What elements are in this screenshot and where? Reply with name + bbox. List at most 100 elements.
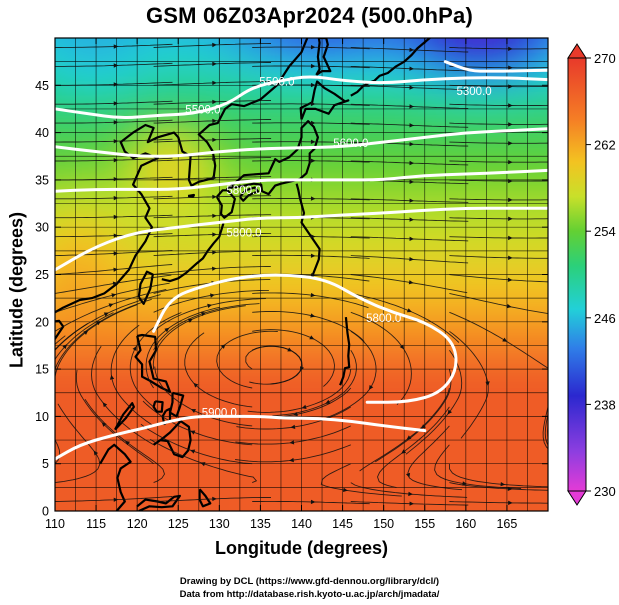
field-cell — [342, 250, 364, 276]
streamline — [184, 332, 253, 408]
streamline — [153, 195, 272, 200]
streamline-arrow — [607, 253, 612, 257]
streamline-arrow — [212, 250, 217, 255]
field-cell — [322, 61, 344, 87]
streamline-arrow — [101, 422, 107, 427]
coastline — [315, 38, 332, 76]
field-cell — [404, 179, 426, 205]
field-cell — [322, 250, 344, 276]
field-cell — [281, 440, 303, 465]
field-cell — [239, 463, 262, 489]
streamline — [449, 236, 548, 239]
field-cell — [445, 179, 467, 205]
field-cell — [404, 463, 426, 489]
field-cell — [465, 298, 488, 323]
field-cell — [486, 61, 508, 87]
field-cell — [75, 179, 97, 205]
x-tick-label: 125 — [168, 517, 189, 531]
field-cell — [404, 345, 426, 370]
streamline — [55, 438, 61, 464]
field-cell — [383, 321, 405, 347]
credit-line-dcl: Drawing by DCL (https://www.gfd-dennou.o… — [179, 576, 440, 587]
streamline — [153, 497, 271, 502]
field-cell — [301, 108, 323, 134]
streamline-arrow — [113, 251, 119, 256]
streamline-arrow — [290, 424, 296, 429]
field-cell — [527, 156, 548, 181]
streamline — [153, 214, 272, 219]
field-cell — [506, 38, 529, 63]
x-tick-label: 110 — [45, 517, 65, 531]
field-cell — [14, 0, 35, 15]
streamline-arrow — [508, 216, 513, 221]
field-cell — [199, 0, 220, 15]
field-cell — [342, 38, 364, 63]
streamline-arrow — [508, 141, 513, 146]
field-cell — [363, 179, 385, 205]
streamline-arrow — [409, 501, 414, 506]
streamline — [252, 65, 370, 69]
field-cell — [506, 369, 529, 394]
field-cell — [465, 179, 488, 205]
field-cell — [343, 0, 364, 15]
streamline — [153, 100, 271, 105]
field-cell — [527, 227, 548, 252]
streamline-arrow — [300, 366, 304, 372]
field-cell — [486, 345, 508, 370]
streamline — [547, 47, 548, 48]
colorbar-tick-label: 246 — [594, 311, 616, 326]
streamline — [55, 62, 173, 67]
field-cell — [506, 392, 529, 418]
streamline-arrow — [220, 344, 226, 349]
field-cell — [198, 85, 221, 110]
field-cell — [157, 38, 179, 63]
field-cell — [486, 38, 508, 39]
streamline-arrow — [190, 449, 196, 454]
field-cell — [198, 345, 221, 370]
field-cell — [96, 274, 118, 299]
field-cell — [55, 38, 77, 39]
field-cell — [404, 369, 426, 394]
field-cell — [281, 38, 303, 39]
field-cell — [486, 132, 508, 158]
field-cell — [239, 487, 262, 511]
field-cell — [157, 61, 179, 87]
field-cell — [506, 108, 529, 134]
field-cell — [383, 369, 405, 394]
field-cell — [424, 156, 447, 181]
field-cell — [465, 440, 488, 465]
field-cell — [116, 108, 138, 134]
field-cell — [548, 62, 569, 86]
field-cell — [55, 0, 76, 15]
field-cell — [239, 203, 262, 228]
field-cell — [198, 298, 221, 323]
x-tick-label: 135 — [250, 517, 271, 531]
field-cell — [301, 463, 323, 489]
field-cell — [465, 392, 488, 418]
field-cell — [527, 108, 548, 134]
field-cell — [55, 108, 77, 134]
streamline — [235, 444, 351, 463]
field-cell — [363, 0, 384, 15]
streamline-arrow — [508, 46, 513, 51]
field-cell — [528, 511, 549, 535]
field-cell — [219, 38, 241, 63]
field-cell — [527, 250, 548, 276]
field-cell — [363, 250, 385, 276]
field-cell — [14, 85, 35, 109]
field-cell — [96, 156, 118, 181]
height-contour — [55, 127, 548, 158]
streamline-arrow — [113, 139, 119, 144]
field-cell — [465, 227, 488, 252]
field-cell — [342, 487, 364, 511]
y-tick-label: 30 — [35, 221, 49, 235]
field-cell — [301, 38, 323, 39]
streamline-arrow — [210, 293, 215, 298]
height-contour — [443, 60, 548, 73]
field-cell — [506, 179, 529, 205]
streamline-arrow — [508, 500, 513, 505]
streamline — [449, 198, 548, 201]
field-cell — [260, 61, 282, 87]
field-cell — [383, 345, 405, 370]
field-cell — [281, 203, 303, 228]
